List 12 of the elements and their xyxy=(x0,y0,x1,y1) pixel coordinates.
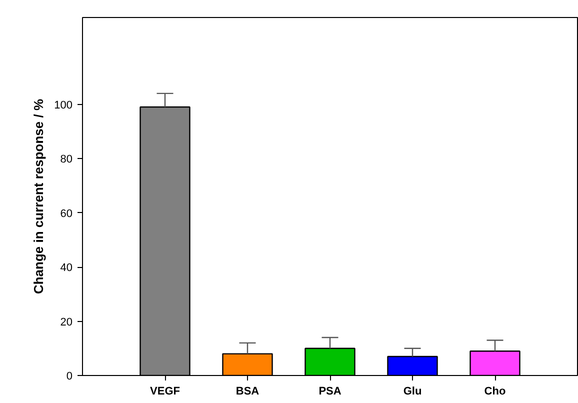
y-tick-label: 40 xyxy=(60,262,73,274)
y-axis-title: Change in current response / % xyxy=(31,98,46,294)
y-tick-label: 100 xyxy=(54,99,73,112)
y-tick-label: 60 xyxy=(60,208,73,220)
x-tick-label: BSA xyxy=(236,386,260,398)
x-tick-label: PSA xyxy=(318,386,342,398)
x-tick-label: Glu xyxy=(403,386,422,398)
x-tick-label: VEGF xyxy=(150,386,180,398)
x-tick-label: Cho xyxy=(484,386,506,398)
y-tick-label: 80 xyxy=(60,154,73,166)
y-tick-label: 0 xyxy=(66,370,73,382)
y-tick-label: 20 xyxy=(60,316,73,328)
